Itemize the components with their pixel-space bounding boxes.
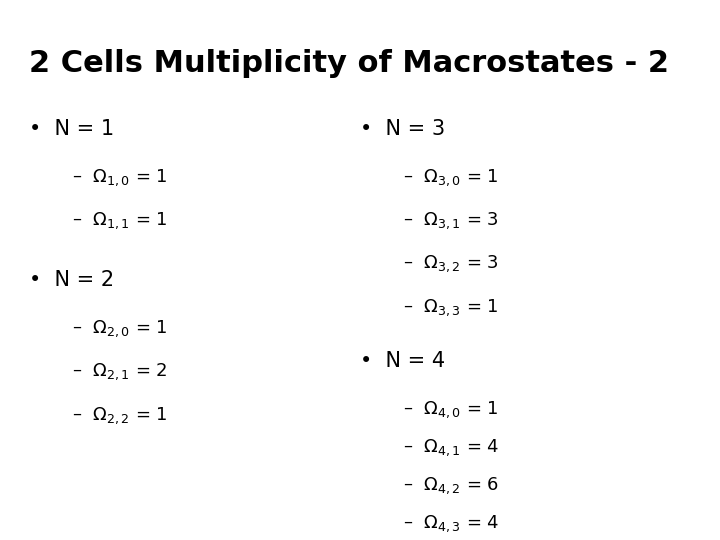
- Text: –  Ω$_{4,3}$ = 4: – Ω$_{4,3}$ = 4: [403, 513, 500, 534]
- Text: 2 Cells Multiplicity of Macrostates - 2: 2 Cells Multiplicity of Macrostates - 2: [29, 49, 669, 78]
- Text: –  Ω$_{1,1}$ = 1: – Ω$_{1,1}$ = 1: [72, 211, 168, 231]
- Text: •  N = 1: • N = 1: [29, 119, 114, 139]
- Text: –  Ω$_{3,3}$ = 1: – Ω$_{3,3}$ = 1: [403, 297, 499, 318]
- Text: –  Ω$_{4,2}$ = 6: – Ω$_{4,2}$ = 6: [403, 475, 500, 496]
- Text: –  Ω$_{3,1}$ = 3: – Ω$_{3,1}$ = 3: [403, 211, 499, 231]
- Text: –  Ω$_{4,0}$ = 1: – Ω$_{4,0}$ = 1: [403, 400, 499, 420]
- Text: –  Ω$_{2,2}$ = 1: – Ω$_{2,2}$ = 1: [72, 405, 168, 426]
- Text: –  Ω$_{2,1}$ = 2: – Ω$_{2,1}$ = 2: [72, 362, 168, 382]
- Text: –  Ω$_{1,0}$ = 1: – Ω$_{1,0}$ = 1: [72, 167, 168, 188]
- Text: •  N = 3: • N = 3: [360, 119, 445, 139]
- Text: •  N = 2: • N = 2: [29, 270, 114, 290]
- Text: –  Ω$_{4,1}$ = 4: – Ω$_{4,1}$ = 4: [403, 437, 500, 458]
- Text: –  Ω$_{3,0}$ = 1: – Ω$_{3,0}$ = 1: [403, 167, 499, 188]
- Text: –  Ω$_{2,0}$ = 1: – Ω$_{2,0}$ = 1: [72, 319, 168, 339]
- Text: –  Ω$_{3,2}$ = 3: – Ω$_{3,2}$ = 3: [403, 254, 499, 274]
- Text: •  N = 4: • N = 4: [360, 351, 445, 371]
